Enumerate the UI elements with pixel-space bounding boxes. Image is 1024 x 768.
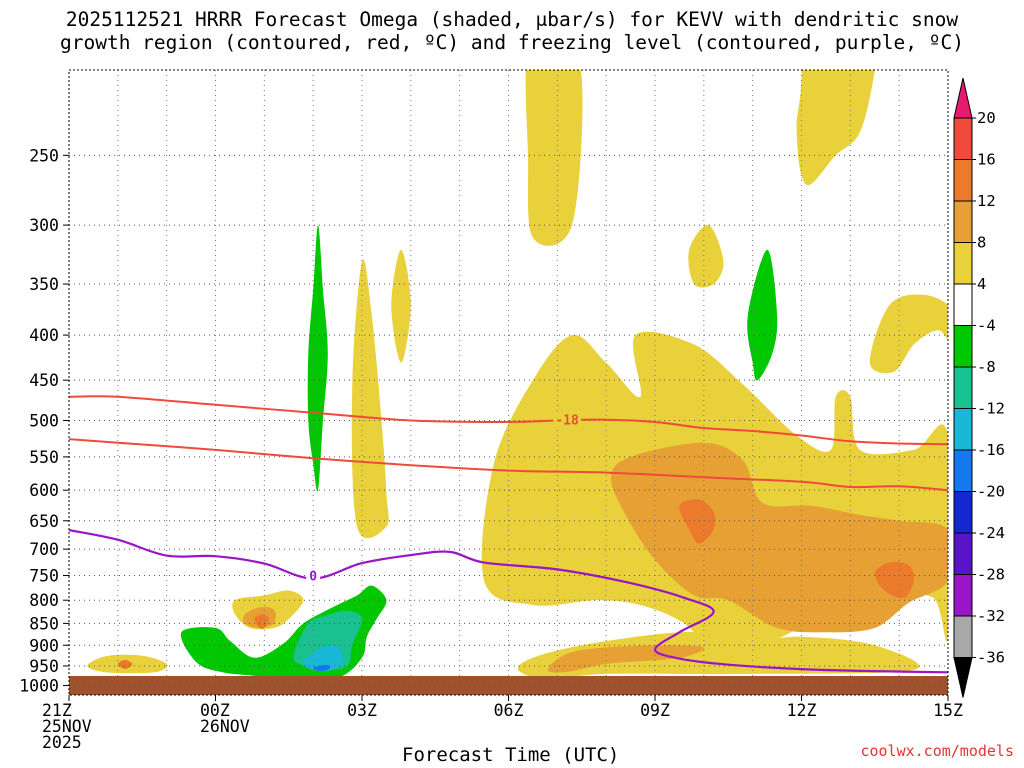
- ground-fill: [69, 676, 948, 695]
- colorbar-bin-8: [953, 449, 973, 492]
- grid-lines: [69, 70, 948, 687]
- colorbar-label--8: -8: [977, 358, 996, 376]
- colorbar-top-arrow: [953, 77, 973, 119]
- colorbar-label-12: 12: [977, 192, 996, 210]
- omega-region-neg4-17: [307, 225, 328, 492]
- x-tick-label-6-0: 03Z: [347, 701, 377, 720]
- y-tick-label-800: 800: [29, 591, 59, 610]
- colorbar-label-20: 20: [977, 109, 996, 127]
- freezing-label-background: [306, 567, 321, 583]
- y-tick-label-750: 750: [29, 567, 59, 586]
- colorbar-bin-7: [953, 408, 973, 451]
- y-tick-label-1000: 1000: [19, 677, 59, 696]
- colorbar-bin-10: [953, 532, 973, 575]
- y-tick-label-650: 650: [29, 512, 59, 531]
- y-tick-label-250: 250: [29, 146, 59, 165]
- colorbar-bin-9: [953, 491, 973, 534]
- omega-region-12-14: [874, 562, 914, 599]
- colorbar-label--28: -28: [977, 566, 1005, 584]
- colorbar-bin-2: [953, 200, 973, 243]
- colorbar-label-8: 8: [977, 234, 986, 252]
- y-tick-label-600: 600: [29, 481, 59, 500]
- colorbar-label--12: -12: [977, 400, 1005, 418]
- colorbar-label-4: 4: [977, 275, 986, 293]
- omega-region-4-3: [525, 70, 583, 246]
- colorbar-bottom-arrow: [953, 657, 973, 698]
- y-tick-label-850: 850: [29, 614, 59, 633]
- source-credit[interactable]: coolwx.com/models: [860, 742, 1014, 760]
- x-tick-label-12-0: 09Z: [640, 701, 670, 720]
- y-tick-label-900: 900: [29, 636, 59, 655]
- x-tick-label-0-2: 2025: [42, 733, 82, 752]
- chart-title-line1: 2025112521 HRRR Forecast Omega (shaded, …: [65, 8, 959, 31]
- colorbar-label--36: -36: [977, 649, 1005, 667]
- x-tick-label-9-0: 06Z: [494, 701, 524, 720]
- dgz-upper-contour: [69, 395, 948, 446]
- dgz-contour-label: -18: [555, 414, 579, 429]
- colorbar-bin-0: [953, 117, 973, 160]
- colorbar-bin-6: [953, 366, 973, 409]
- omega-region-12-13: [679, 499, 716, 544]
- omega-region-neg12-21: [303, 645, 343, 672]
- colorbar-label-16: 16: [977, 151, 996, 169]
- colorbar-bin-12: [953, 615, 973, 658]
- colorbar: 20 16 12 8 4 -4 -8 -12 -16 -20 -24 -28 -32 -36: [953, 77, 1005, 698]
- colorbar-label--32: -32: [977, 607, 1005, 625]
- x-tick-label-15-0: 12Z: [787, 701, 817, 720]
- y-tick-label-350: 350: [29, 275, 59, 294]
- omega-region-4-2: [796, 70, 875, 186]
- y-tick-label-950: 950: [29, 657, 59, 676]
- y-tick-label-450: 450: [29, 371, 59, 390]
- colorbar-bin-3: [953, 242, 973, 285]
- x-tick-label-0-0: 21Z: [42, 701, 72, 720]
- omega-region-8-11: [547, 645, 705, 673]
- omega-region-12-16: [117, 659, 133, 670]
- colorbar-bin-5: [953, 325, 973, 368]
- omega-region-4-7: [517, 631, 920, 680]
- omega-region-8-10: [611, 442, 948, 633]
- omega-region-4-5: [391, 249, 411, 363]
- omega-region-12-15: [254, 614, 270, 630]
- ground-layer: [69, 676, 948, 695]
- freezing-contour-label: 0: [309, 570, 317, 585]
- y-tick-label-300: 300: [29, 216, 59, 235]
- contour-lines: -18 0: [69, 395, 948, 674]
- omega-region-4-6: [351, 259, 389, 539]
- omega-region-4-4: [688, 224, 724, 288]
- y-axis: 250 300 350 400 450 500 550 600 650 700 750 800 850 9…: [19, 146, 69, 696]
- omega-region-neg4-18: [747, 249, 778, 381]
- y-tick-label-400: 400: [29, 326, 59, 345]
- colorbar-bin-4: [953, 283, 973, 326]
- y-tick-label-700: 700: [29, 540, 59, 559]
- colorbar-label--4: -4: [977, 317, 996, 335]
- colorbar-bin-1: [953, 159, 973, 202]
- x-axis-title: Forecast Time (UTC): [402, 744, 620, 766]
- y-tick-label-500: 500: [29, 411, 59, 430]
- omega-shading: [87, 70, 948, 681]
- omega-region-neg16-22: [313, 664, 331, 671]
- colorbar-label--20: -20: [977, 483, 1005, 501]
- x-tick-label-18-0: 15Z: [933, 701, 963, 720]
- chart-title-line2: growth region (contoured, red, ºC) and f…: [60, 31, 964, 54]
- x-tick-label-3-0: 00Z: [200, 701, 230, 720]
- chart-title: 2025112521 HRRR Forecast Omega (shaded, …: [0, 8, 1024, 54]
- freezing-level-contour: [69, 529, 948, 674]
- colorbar-label--24: -24: [977, 524, 1005, 542]
- dgz-label-background: [553, 411, 582, 427]
- dgz-lower-contour: [69, 438, 948, 492]
- x-tick-label-0-1: 25NOV: [42, 717, 92, 736]
- colorbar-label--16: -16: [977, 441, 1005, 459]
- x-tick-label-3-1: 26NOV: [200, 717, 250, 736]
- omega-region-4-1: [869, 294, 948, 374]
- y-tick-label-550: 550: [29, 448, 59, 467]
- colorbar-bin-11: [953, 574, 973, 617]
